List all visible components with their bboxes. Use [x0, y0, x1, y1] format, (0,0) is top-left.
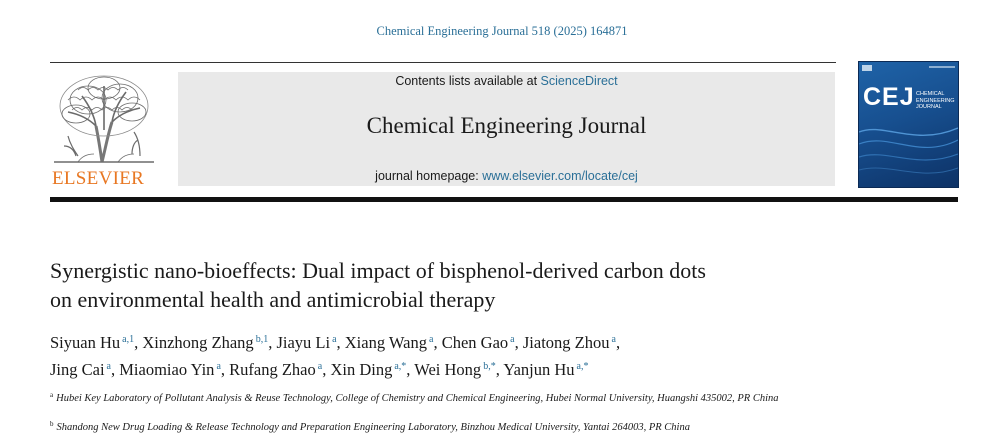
author-separator: ,	[268, 333, 277, 352]
cover-wave-graphic	[859, 65, 958, 174]
author-affiliation-mark[interactable]: a	[611, 334, 616, 345]
contents-line: Contents lists available at ScienceDirec…	[178, 74, 835, 88]
author-separator: ,	[220, 360, 230, 379]
author-line-2: Jing Cai a, Miaomiao Yin a, Rufang Zhao a, …	[50, 355, 900, 382]
affiliation-a-mark: a	[50, 391, 54, 399]
author-name[interactable]: Xinzhong Zhang	[142, 333, 254, 352]
journal-banner: Contents lists available at ScienceDirec…	[178, 72, 835, 186]
header-top-line	[50, 62, 836, 63]
author-separator: ,	[495, 360, 504, 379]
author-list: Siyuan Hu a,1, Xinzhong Zhang b,1, Jiayu L…	[50, 328, 900, 382]
affiliation-a-text: Hubei Key Laboratory of Pollutant Analys…	[56, 393, 779, 404]
affiliation-a: a Hubei Key Laboratory of Pollutant Analy…	[50, 389, 900, 405]
article-title-line-1: Synergistic nano-bioeffects: Dual impact…	[50, 258, 706, 283]
journal-title[interactable]: Chemical Engineering Journal	[366, 113, 647, 138]
author-name[interactable]: Chen Gao	[441, 333, 509, 352]
affiliation-b-text: Shandong New Drug Loading & Release Tech…	[56, 422, 690, 433]
author-separator: ,	[134, 333, 143, 352]
elsevier-tree-icon	[54, 75, 154, 163]
author-separator: ,	[406, 360, 415, 379]
author-affiliation-mark[interactable]: b,1	[255, 334, 269, 345]
author-separator: ,	[111, 360, 120, 379]
author-name[interactable]: Jiayu Li	[276, 333, 331, 352]
journal-citation[interactable]: Chemical Engineering Journal 518 (2025) …	[376, 24, 628, 38]
author-separator: ,	[322, 360, 331, 379]
author-affiliation-mark[interactable]: a	[106, 361, 111, 372]
author-affiliation-mark[interactable]: a	[510, 334, 515, 345]
author-affiliation-mark[interactable]: a	[332, 334, 337, 345]
homepage-prefix: journal homepage:	[375, 169, 483, 183]
author-name[interactable]: Yanjun Hu	[503, 360, 575, 379]
author-affiliation-mark[interactable]: a,1	[122, 334, 135, 345]
article-title: Synergistic nano-bioeffects: Dual impact…	[50, 256, 870, 314]
cover-journal-name: CHEMICAL ENGINEERING JOURNAL	[916, 91, 955, 110]
author-affiliation-mark[interactable]: a,*	[394, 361, 407, 372]
journal-cover-image[interactable]: CEJ CHEMICAL ENGINEERING JOURNAL	[858, 61, 959, 188]
author-name[interactable]: Miaomiao Yin	[119, 360, 215, 379]
publisher-name: ELSEVIER	[52, 168, 145, 189]
author-affiliation-mark[interactable]: a,*	[576, 361, 589, 372]
author-separator: ,	[433, 333, 442, 352]
author-name[interactable]: Xin Ding	[330, 360, 393, 379]
author-affiliation-mark[interactable]: a	[216, 361, 221, 372]
elsevier-logo[interactable]	[48, 70, 160, 190]
sciencedirect-link[interactable]: ScienceDirect	[540, 74, 618, 88]
author-affiliation-mark[interactable]: a	[429, 334, 434, 345]
cover-abbreviation: CEJ	[863, 83, 915, 111]
header-divider	[50, 197, 958, 202]
author-affiliation-mark[interactable]: a	[317, 361, 323, 372]
author-name[interactable]: Wei Hong	[414, 360, 482, 379]
homepage-link[interactable]: www.elsevier.com/locate/cej	[482, 169, 638, 183]
author-separator: ,	[336, 333, 345, 352]
affiliation-b-mark: b	[50, 420, 54, 428]
author-name[interactable]: Xiang Wang	[344, 333, 427, 352]
author-name[interactable]: Jiatong Zhou	[522, 333, 610, 352]
author-separator: ,	[514, 333, 523, 352]
contents-prefix: Contents lists available at	[395, 74, 541, 88]
author-name[interactable]: Siyuan Hu	[50, 333, 121, 352]
author-affiliation-mark[interactable]: b,*	[483, 361, 496, 372]
author-name[interactable]: Rufang Zhao	[229, 360, 316, 379]
affiliation-b: b Shandong New Drug Loading & Release Tec…	[50, 418, 900, 434]
author-line-1: Siyuan Hu a,1, Xinzhong Zhang b,1, Jiayu L…	[50, 328, 900, 355]
author-separator: ,	[615, 333, 621, 352]
article-title-line-2: on environmental health and antimicrobia…	[50, 287, 496, 312]
homepage-line: journal homepage: www.elsevier.com/locat…	[178, 169, 835, 183]
author-name[interactable]: Jing Cai	[50, 360, 105, 379]
